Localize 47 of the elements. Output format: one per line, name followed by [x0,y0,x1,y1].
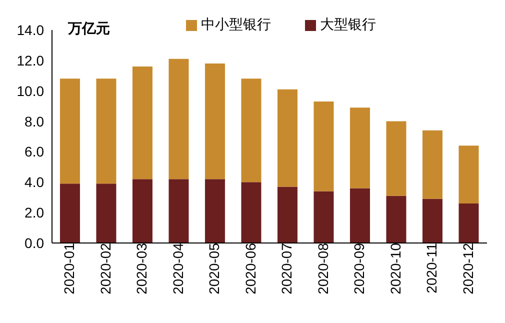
x-tick-label: 2020-04 [170,242,186,294]
y-tick-label: 2.0 [24,204,44,221]
bar [96,184,116,243]
y-axis-title: 万亿元 [68,20,110,38]
bar [132,179,152,243]
x-tick-label: 2020-07 [278,242,295,294]
bar [314,102,334,192]
bar [60,78,80,184]
y-tick-label: 0.0 [24,234,44,251]
bar [422,130,442,199]
y-tick-label: 4.0 [24,174,44,190]
x-tick-label: 2020-06 [242,242,258,294]
x-tick-label: 2020-12 [460,242,476,294]
bar [422,198,442,243]
legend-label: 大型银行 [320,16,376,32]
x-tick-label: 2020-10 [387,242,404,294]
x-tick-label: 2020-09 [351,242,368,294]
bar [132,66,152,180]
bar [386,121,406,196]
y-tick-label: 8.0 [24,113,44,130]
bar [241,78,262,182]
bar [204,63,225,180]
bar [241,182,262,243]
bar [314,191,334,243]
y-tick-label: 14.0 [16,22,44,38]
legend-label: 中小型银行 [201,16,271,32]
bar [204,179,225,243]
bar [277,89,298,187]
bar [350,188,370,243]
bar [168,58,189,180]
x-tick-label: 2020-05 [206,242,222,294]
bar [458,146,479,204]
x-tick-label: 2020-02 [97,242,114,294]
bar [386,196,406,243]
bar [350,108,370,188]
x-tick-label: 2020-11 [424,242,440,294]
bar [96,78,116,184]
y-tick-label: 6.0 [24,144,44,160]
bar [277,186,298,243]
y-tick-label: 10.0 [16,82,44,99]
y-tick-label: 12.0 [16,52,44,68]
bar [168,179,189,243]
bar [60,184,80,243]
x-tick-label: 2020-08 [314,242,331,294]
x-tick-label: 2020-01 [61,242,78,294]
x-tick-label: 2020-03 [134,242,150,294]
bar [458,203,479,243]
